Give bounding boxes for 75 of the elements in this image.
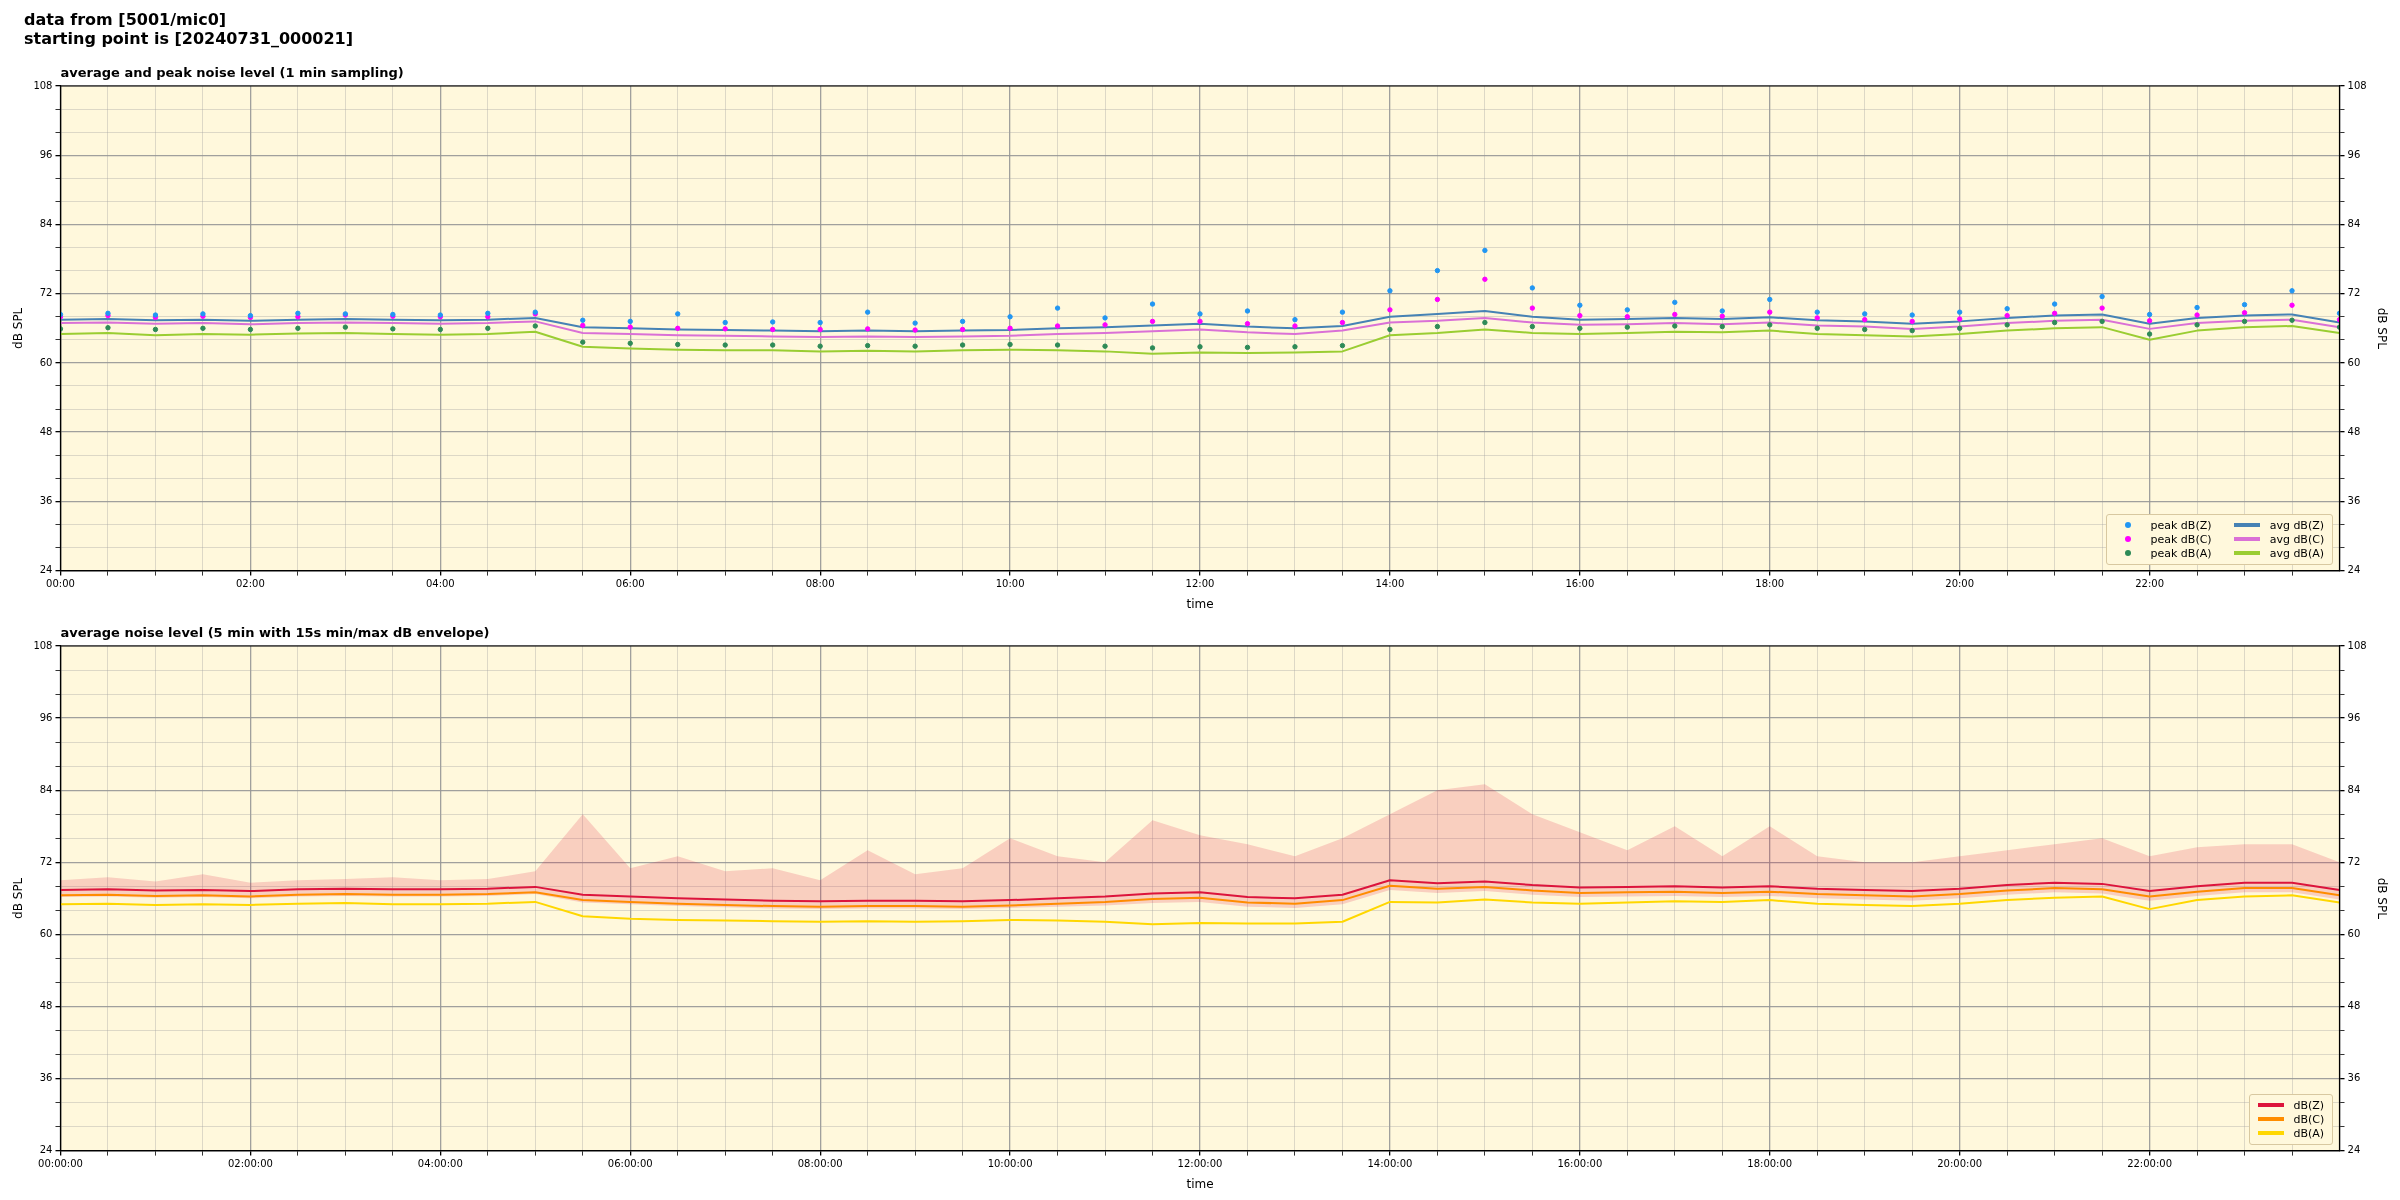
- y2-tick-label: 48: [2347, 1000, 2361, 1012]
- y-tick-label: 60: [39, 356, 53, 368]
- x-tick-label: 06:00: [615, 578, 645, 590]
- y-axis-title: dB SPL: [11, 877, 26, 919]
- y-tick-label: 60: [39, 927, 53, 939]
- y-tick-label: 84: [39, 218, 53, 230]
- y-tick-label: 36: [39, 1072, 53, 1084]
- y2-tick-label: 36: [2347, 494, 2361, 506]
- y2-tick-label: 84: [2347, 218, 2361, 230]
- x-tick-label: 08:00: [805, 578, 835, 590]
- y2-tick-label: 24: [2347, 564, 2361, 576]
- x-tick-label: 02:00:00: [227, 1158, 273, 1170]
- y2-tick-label: 60: [2347, 356, 2361, 368]
- chart-title: average noise level (5 min with 15s min/max dB envelope): [60, 624, 490, 640]
- y-tick-label: 108: [33, 79, 53, 91]
- x-tick-label: 12:00:00: [1177, 1158, 1223, 1170]
- y2-tick-label: 72: [2347, 287, 2361, 299]
- x-tick-label: 04:00: [425, 578, 455, 590]
- x-axis-title: time: [1186, 1176, 1214, 1191]
- y-tick-label: 48: [39, 1000, 53, 1012]
- x-tick-label: 18:00: [1755, 578, 1785, 590]
- y-axis-title: dB SPL: [11, 307, 26, 349]
- y2-tick-label: 96: [2347, 148, 2361, 160]
- x-tick-label: 00:00: [46, 578, 75, 590]
- y2-tick-label: 48: [2347, 425, 2361, 437]
- y-tick-label: 24: [39, 564, 53, 576]
- x-tick-label: 00:00:00: [38, 1158, 83, 1170]
- x-tick-label: 10:00: [995, 578, 1025, 590]
- legend-label: dB(A): [2293, 1126, 2325, 1140]
- y2-tick-label: 60: [2347, 927, 2361, 939]
- y2-tick-label: 72: [2347, 855, 2361, 867]
- text: starting point is [20240731_000021]: [24, 29, 354, 48]
- y2-tick-label: 108: [2347, 639, 2367, 651]
- x-tick-label: 16:00:00: [1557, 1158, 1603, 1170]
- x-tick-label: 08:00:00: [797, 1158, 843, 1170]
- y2-tick-label: 24: [2347, 1144, 2361, 1156]
- y2-tick-label: 36: [2347, 1072, 2361, 1084]
- x-tick-label: 02:00: [235, 578, 265, 590]
- x-tick-label: 14:00:00: [1367, 1158, 1413, 1170]
- y-tick-label: 36: [39, 494, 53, 506]
- x-tick-label: 12:00: [1185, 578, 1215, 590]
- x-tick-label: 18:00:00: [1747, 1158, 1793, 1170]
- legend-label: peak dB(Z): [2150, 518, 2212, 532]
- y-tick-label: 72: [39, 855, 53, 867]
- chart-title: average and peak noise level (1 min sampling): [60, 64, 404, 80]
- y-tick-label: 108: [33, 639, 53, 651]
- legend-label: dB(Z): [2293, 1098, 2325, 1112]
- x-tick-label: 22:00:00: [2127, 1158, 2173, 1170]
- legend-label: avg dB(A): [2269, 546, 2325, 560]
- x-tick-label: 04:00:00: [417, 1158, 463, 1170]
- x-tick-label: 06:00:00: [607, 1158, 653, 1170]
- legend-label: peak dB(A): [2150, 546, 2212, 560]
- y2-tick-label: 96: [2347, 711, 2361, 723]
- y-tick-label: 96: [39, 711, 53, 723]
- y2-axis-title: dB SPL: [2374, 877, 2389, 920]
- text: data from [5001/mic0]: [24, 10, 228, 29]
- x-tick-label: 20:00:00: [1937, 1158, 1983, 1170]
- y2-axis-title: dB SPL: [2374, 307, 2389, 350]
- x-tick-label: 16:00: [1565, 578, 1595, 590]
- x-tick-label: 10:00:00: [987, 1158, 1033, 1170]
- y-tick-label: 96: [39, 148, 53, 160]
- x-tick-label: 14:00: [1375, 578, 1405, 590]
- x-axis-title: time: [1186, 596, 1214, 611]
- y2-tick-label: 84: [2347, 783, 2361, 795]
- legend-label: avg dB(Z): [2269, 518, 2325, 532]
- legend-label: dB(C): [2293, 1112, 2325, 1126]
- legend-label: avg dB(C): [2269, 532, 2325, 546]
- y-tick-label: 24: [39, 1144, 53, 1156]
- legend-label: peak dB(C): [2150, 532, 2212, 546]
- y-tick-label: 84: [39, 783, 53, 795]
- y-tick-label: 72: [39, 287, 53, 299]
- x-tick-label: 22:00: [2135, 578, 2165, 590]
- x-tick-label: 20:00: [1945, 578, 1975, 590]
- y2-tick-label: 108: [2347, 79, 2367, 91]
- y-tick-label: 48: [39, 425, 53, 437]
